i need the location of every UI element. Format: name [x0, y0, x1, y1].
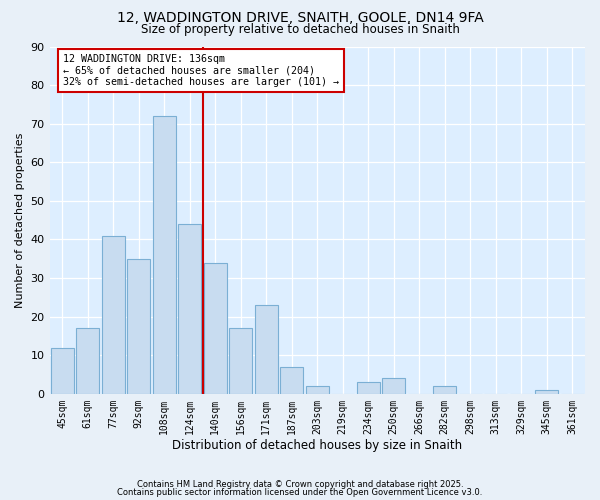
Text: Contains HM Land Registry data © Crown copyright and database right 2025.: Contains HM Land Registry data © Crown c… [137, 480, 463, 489]
Bar [306, 386, 329, 394]
Bar [102, 236, 125, 394]
Bar [51, 348, 74, 394]
Text: 12, WADDINGTON DRIVE, SNAITH, GOOLE, DN14 9FA: 12, WADDINGTON DRIVE, SNAITH, GOOLE, DN1… [116, 11, 484, 25]
Bar [229, 328, 252, 394]
Bar [535, 390, 558, 394]
Text: Contains public sector information licensed under the Open Government Licence v3: Contains public sector information licen… [118, 488, 482, 497]
Bar [127, 259, 150, 394]
Bar [357, 382, 380, 394]
Bar [280, 367, 303, 394]
Bar [255, 305, 278, 394]
Bar [153, 116, 176, 394]
Bar [382, 378, 405, 394]
Bar [204, 262, 227, 394]
X-axis label: Distribution of detached houses by size in Snaith: Distribution of detached houses by size … [172, 440, 463, 452]
Bar [433, 386, 456, 394]
Y-axis label: Number of detached properties: Number of detached properties [15, 132, 25, 308]
Text: Size of property relative to detached houses in Snaith: Size of property relative to detached ho… [140, 22, 460, 36]
Bar [178, 224, 201, 394]
Text: 12 WADDINGTON DRIVE: 136sqm
← 65% of detached houses are smaller (204)
32% of se: 12 WADDINGTON DRIVE: 136sqm ← 65% of det… [62, 54, 338, 88]
Bar [76, 328, 99, 394]
